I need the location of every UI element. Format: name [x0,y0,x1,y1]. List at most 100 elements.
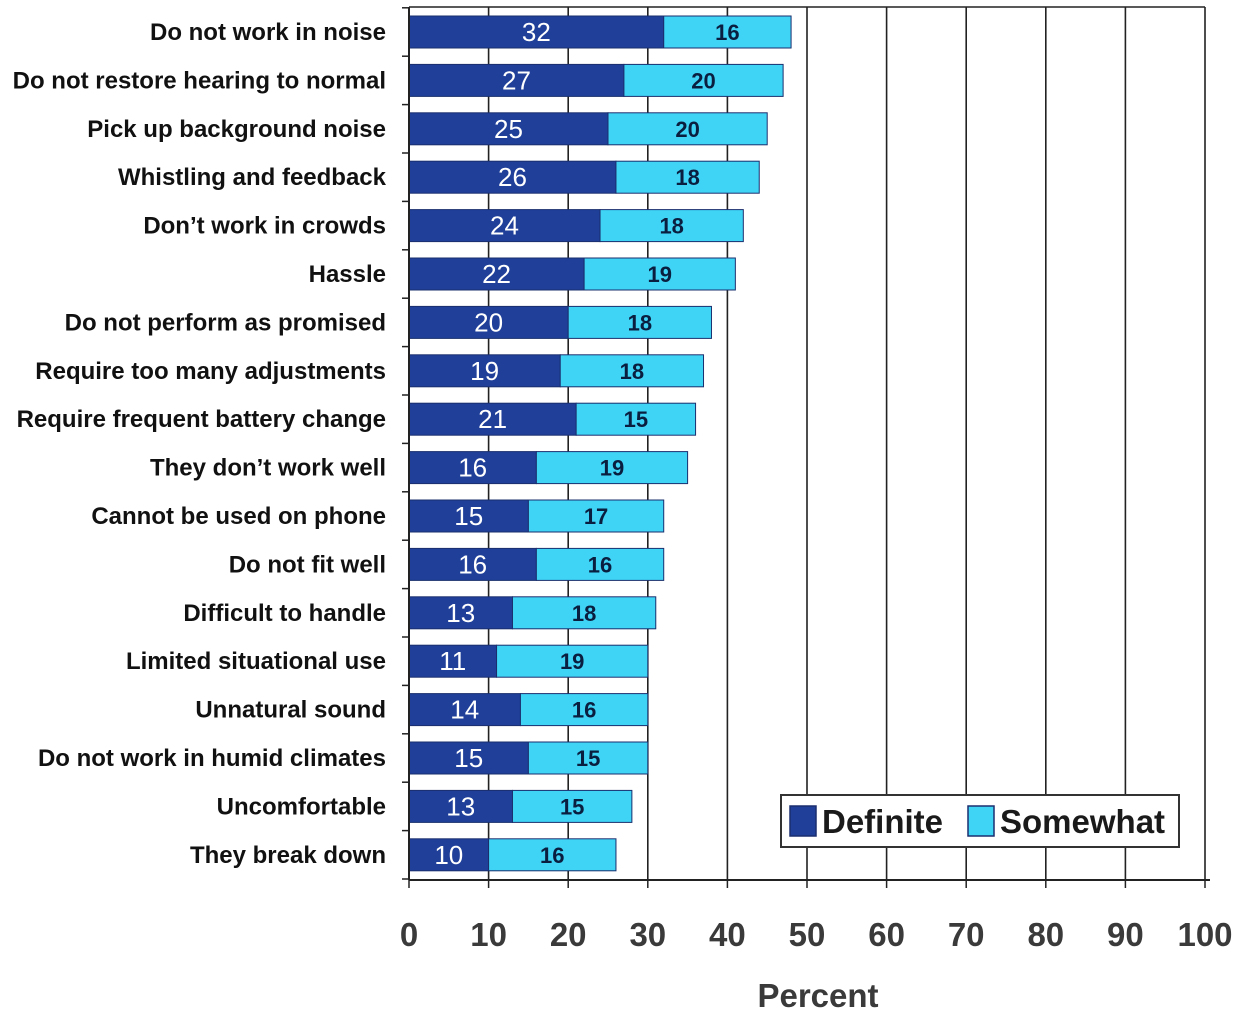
category-label: Pick up background noise [87,116,386,143]
data-label-somewhat: 18 [659,214,683,239]
x-axis-title: Percent [757,977,878,1013]
data-label-definite: 22 [482,259,511,289]
bar-somewhat [583,257,736,291]
category-label: Do not perform as promised [65,309,386,336]
data-label-somewhat: 19 [560,649,584,674]
bar-definite [408,451,537,485]
category-label: Cannot be used on phone [91,503,386,530]
bar-somewhat [519,693,649,727]
bar-somewhat [575,402,697,436]
legend: Definite Somewhat [780,794,1180,848]
category-label: Do not fit well [229,551,386,578]
bar-row: 27 20 [408,63,784,97]
bar-somewhat [488,838,617,872]
category-label: Require too many adjustments [35,358,386,385]
category-label: Do not work in noise [150,19,386,46]
bar-somewhat [615,160,760,194]
category-labels: Do not work in noise Do not restore heari… [13,19,387,869]
bar-definite [408,499,529,533]
bar-somewhat [535,451,689,485]
data-label-definite: 19 [470,356,499,386]
x-tick-labels: 0 10 20 30 40 50 60 70 80 90 100 [400,916,1233,953]
data-label-definite: 32 [522,17,551,47]
x-tick-label: 70 [948,916,985,953]
bar-definite [408,596,513,630]
data-label-somewhat: 16 [540,843,564,868]
category-label: They break down [190,842,386,869]
data-label-definite: 27 [502,65,531,95]
bar-row: 11 19 [408,644,649,678]
bar-definite [408,209,601,243]
bar-definite [408,15,665,49]
bar-row: 32 16 [408,15,792,49]
data-label-somewhat: 16 [588,552,612,577]
bar-row: 22 19 [408,257,736,291]
data-label-somewhat: 16 [715,20,739,45]
category-label: Limited situational use [126,648,386,675]
data-label-definite: 15 [454,501,483,531]
data-label-definite: 13 [446,791,475,821]
data-label-somewhat: 19 [600,456,624,481]
x-tick-label: 20 [550,916,587,953]
bar-somewhat [599,209,744,243]
bar-definite [408,112,609,146]
category-label: Whistling and feedback [118,164,387,191]
x-tick-label: 80 [1027,916,1064,953]
x-tick-label: 90 [1107,916,1144,953]
bar-somewhat [527,499,665,533]
category-label: Unnatural sound [195,697,386,724]
data-label-somewhat: 15 [560,794,584,819]
category-label: Don’t work in crowds [143,213,386,240]
bar-row: 15 15 [408,741,649,775]
bar-row: 10 16 [408,838,617,872]
data-label-somewhat: 15 [624,407,648,432]
x-tick-label: 30 [629,916,666,953]
bar-definite [408,160,617,194]
bar-row: 15 17 [408,499,665,533]
data-label-definite: 25 [494,114,523,144]
data-label-definite: 21 [478,404,507,434]
data-label-somewhat: 18 [620,359,644,384]
data-label-somewhat: 20 [675,117,699,142]
data-label-definite: 11 [439,646,466,676]
data-label-somewhat: 18 [572,601,596,626]
bar-row: 13 15 [408,789,633,823]
bar-definite [408,354,561,388]
bar-somewhat [535,547,665,581]
bar-row: 14 16 [408,693,649,727]
bar-row: 20 18 [408,305,712,339]
bar-somewhat [663,15,792,49]
axes [402,7,1210,888]
bar-definite [408,305,569,339]
bar-row: 25 20 [408,112,768,146]
bar-definite [408,693,521,727]
bar-definite [408,741,529,775]
x-tick-label: 100 [1177,916,1232,953]
x-tick-label: 10 [470,916,507,953]
category-label: Hassle [309,261,386,288]
category-label: Do not restore hearing to normal [13,67,386,94]
bar-row: 21 15 [408,402,697,436]
bar-somewhat [607,112,768,146]
bar-row: 26 18 [408,160,760,194]
data-label-definite: 15 [454,743,483,773]
bar-somewhat [623,63,784,97]
bar-somewhat [511,789,633,823]
bar-row: 13 18 [408,596,657,630]
bar-somewhat [511,596,657,630]
grid-lines [409,6,1206,880]
bar-row: 24 18 [408,209,744,243]
data-label-somewhat: 20 [691,68,715,93]
data-label-definite: 10 [434,840,463,870]
x-tick-label: 40 [709,916,746,953]
legend-label-definite: Definite [822,803,943,840]
data-label-definite: 16 [458,453,487,483]
data-label-definite: 20 [474,307,503,337]
bar-row: 16 16 [408,547,665,581]
bar-somewhat [559,354,705,388]
data-label-somewhat: 16 [572,698,596,723]
bar-somewhat [567,305,712,339]
bar-somewhat [527,741,649,775]
